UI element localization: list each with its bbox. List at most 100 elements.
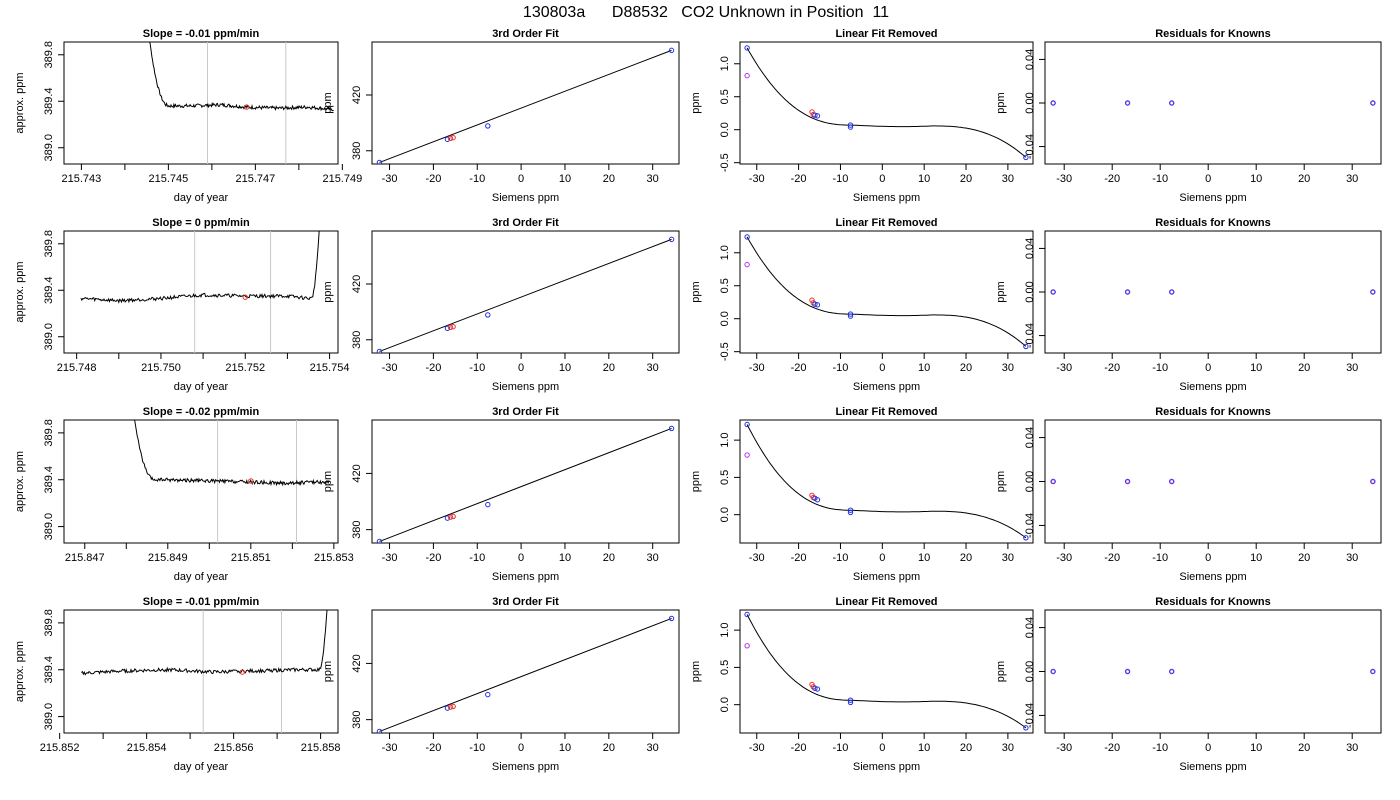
data-point xyxy=(376,159,383,164)
data-point xyxy=(485,123,491,129)
x-tick-label: -20 xyxy=(1104,742,1120,754)
x-tick-label: 30 xyxy=(1346,362,1358,374)
data-point xyxy=(1124,478,1131,485)
panel-title: 3rd Order Fit xyxy=(492,596,559,608)
y-axis-label: ppm xyxy=(690,281,702,302)
x-tick-label: 20 xyxy=(603,173,615,185)
plot-frame xyxy=(1044,419,1382,544)
x-axis-label: Siemens ppm xyxy=(853,381,920,393)
x-tick-label: -10 xyxy=(833,552,849,564)
x-tick-label: -10 xyxy=(833,742,849,754)
panel-r2-c1: 3rd Order Fit -30 -20 -10 0 10 20 30 380 420 Sieme… xyxy=(322,406,680,583)
panel-r1-c0: Slope = 0 ppm/min 215.748 215.750 215.752 21… xyxy=(14,217,349,393)
y-tick-label: 380 xyxy=(351,710,363,728)
x-tick-label: -20 xyxy=(1104,362,1120,374)
data-point xyxy=(812,685,818,691)
data-point xyxy=(744,45,750,51)
data-point-overlay xyxy=(1169,101,1174,105)
y-tick-label: 1.0 xyxy=(719,622,731,637)
data-point xyxy=(376,538,383,543)
y-tick-label: 389.8 xyxy=(43,609,55,637)
concentration-trace xyxy=(81,610,328,676)
x-tick-label: -10 xyxy=(1152,173,1168,185)
y-tick-label: 0.0 xyxy=(719,697,731,712)
x-tick-label: 20 xyxy=(1298,362,1310,374)
fit-curve xyxy=(746,236,1027,347)
panel-r3-c2: Linear Fit Removed -30 -20 -10 0 10 20 30 0.0 0.5… xyxy=(690,596,1034,773)
panel-r3-c1: 3rd Order Fit -30 -20 -10 0 10 20 30 380 420 Sieme… xyxy=(322,596,680,773)
y-tick-label: -0.5 xyxy=(719,342,731,361)
data-point xyxy=(1124,100,1131,106)
y-tick-label: 1.0 xyxy=(719,245,731,260)
x-tick-label: 215.854 xyxy=(127,742,167,754)
average-point xyxy=(242,294,248,300)
y-tick-label: 0.5 xyxy=(719,470,731,485)
panel-title: Residuals for Knowns xyxy=(1155,217,1271,229)
data-point xyxy=(376,348,383,353)
data-point xyxy=(376,728,383,733)
x-tick-label: -10 xyxy=(1152,552,1168,564)
plot-frame xyxy=(1044,41,1382,165)
x-axis-label: day of year xyxy=(174,381,229,393)
x-tick-label: 215.856 xyxy=(214,742,254,754)
x-tick-label: -20 xyxy=(791,552,807,564)
data-layer xyxy=(744,45,1029,161)
x-tick-label: 215.749 xyxy=(322,173,362,185)
x-tick-label: 0 xyxy=(1205,742,1211,754)
x-tick-label: 10 xyxy=(1250,173,1262,185)
fit-line xyxy=(379,49,672,163)
x-tick-label: -30 xyxy=(382,173,398,185)
x-tick-label: -10 xyxy=(833,362,849,374)
data-point xyxy=(1370,100,1376,106)
panel-r3-c3: Residuals for Knowns -30 -20 -10 0 10 20 30 -0.0… xyxy=(995,596,1382,773)
y-axis-label: ppm xyxy=(995,471,1007,492)
x-axis-label: Siemens ppm xyxy=(492,761,559,773)
data-layer xyxy=(376,47,675,164)
x-tick-label: 10 xyxy=(559,173,571,185)
plot-frame xyxy=(371,419,680,544)
panel-title: 3rd Order Fit xyxy=(492,217,559,229)
x-tick-label: 30 xyxy=(647,362,659,374)
panel-title: Linear Fit Removed xyxy=(835,406,937,418)
y-axis-label: ppm xyxy=(995,661,1007,682)
x-tick-label: 30 xyxy=(1346,552,1358,564)
data-point xyxy=(444,515,451,521)
data-point xyxy=(1124,289,1131,295)
data-point xyxy=(744,421,750,428)
data-point xyxy=(847,122,854,128)
x-tick-label: 30 xyxy=(647,173,659,185)
x-tick-label: 20 xyxy=(1298,173,1310,185)
data-point xyxy=(744,452,750,458)
x-tick-label: 10 xyxy=(559,362,571,374)
data-point xyxy=(1050,100,1056,106)
x-tick-label: -20 xyxy=(425,552,441,564)
plot-frame xyxy=(1044,609,1382,734)
figure-title: 130803a D88532 CO2 Unknown in Position 1… xyxy=(523,4,889,21)
y-axis-label: ppm xyxy=(690,471,702,492)
data-layer xyxy=(1050,668,1376,675)
x-tick-label: 20 xyxy=(603,362,615,374)
y-axis-label: approx. ppm xyxy=(14,641,26,702)
panel-r1-c2: Linear Fit Removed -30 -20 -10 0 10 20 30 -0.5 0.… xyxy=(690,217,1034,393)
x-tick-label: -30 xyxy=(749,552,765,564)
y-tick-label: 389.0 xyxy=(43,323,55,351)
x-tick-label: 30 xyxy=(1346,742,1358,754)
x-tick-label: 20 xyxy=(960,362,972,374)
y-tick-label: 0.00 xyxy=(1024,661,1036,682)
panel-title: Linear Fit Removed xyxy=(835,28,937,40)
data-point-overlay xyxy=(1370,669,1375,674)
plot-frame xyxy=(371,609,680,734)
x-tick-label: 10 xyxy=(918,362,930,374)
x-tick-label: -20 xyxy=(425,362,441,374)
y-tick-label: -0.04 xyxy=(1024,323,1036,348)
y-tick-label: 0.0 xyxy=(719,311,731,326)
panel-title: Linear Fit Removed xyxy=(835,217,937,229)
data-point xyxy=(744,234,750,240)
y-tick-label: -0.04 xyxy=(1024,134,1036,159)
y-axis-label: ppm xyxy=(322,281,334,302)
x-tick-label: 30 xyxy=(1002,552,1014,564)
data-point xyxy=(744,643,750,649)
data-point xyxy=(847,507,854,513)
y-axis-label: ppm xyxy=(322,471,334,492)
